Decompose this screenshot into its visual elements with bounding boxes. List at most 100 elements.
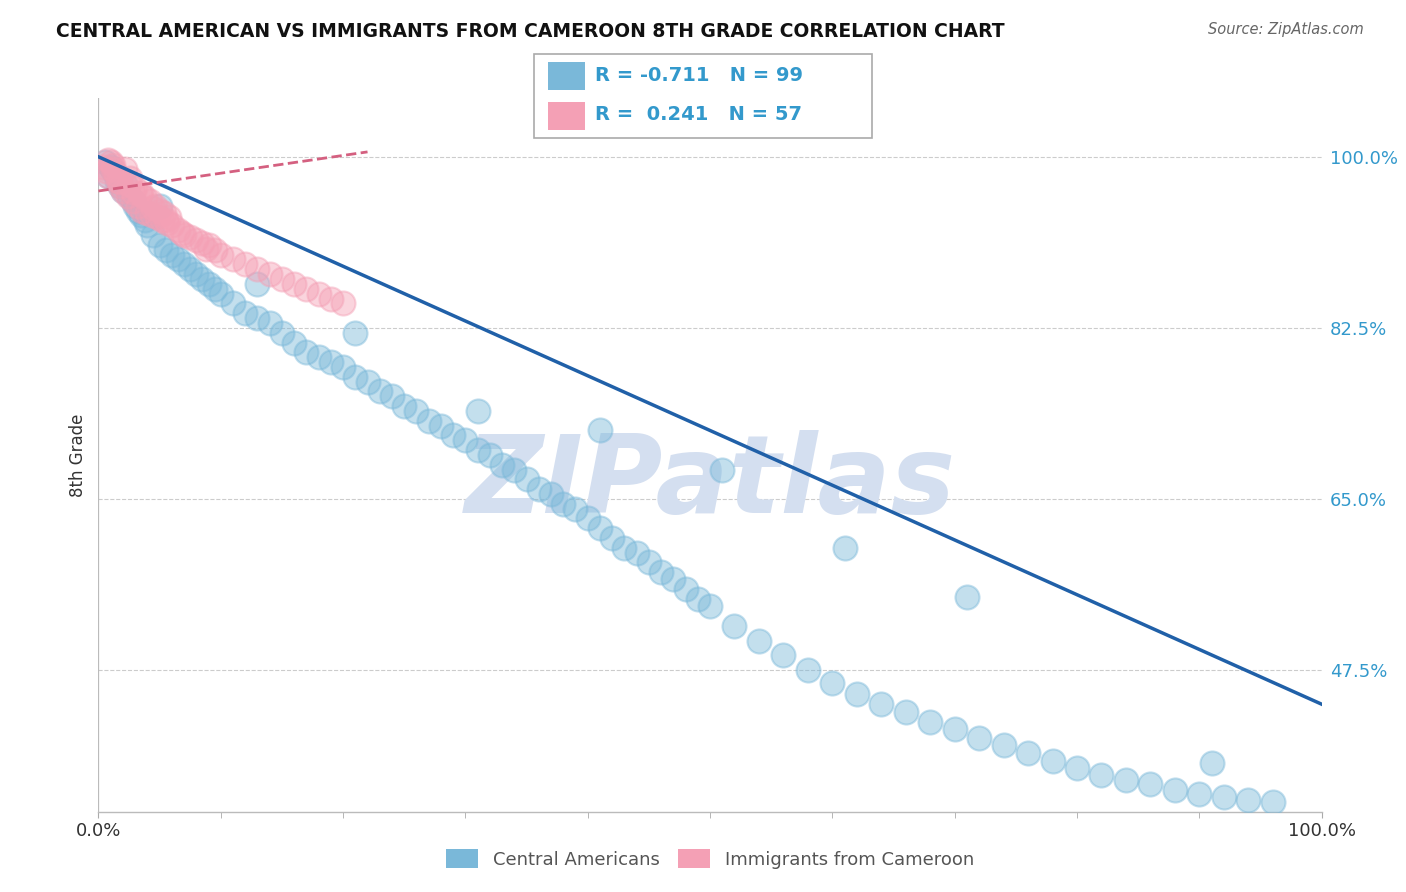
Point (418, 414, 440, 428)
Point (270, 326, 294, 340)
Point (295, 282, 318, 296)
Point (167, 223, 190, 237)
Point (118, 177, 141, 191)
Point (118, 189, 141, 203)
Point (662, 572, 685, 586)
Point (527, 482, 550, 496)
Point (91, 160, 114, 174)
Point (173, 257, 195, 271)
Point (150, 213, 173, 227)
Point (699, 599, 721, 614)
Point (993, 738, 1015, 752)
Point (441, 428, 464, 442)
Point (491, 458, 513, 472)
Point (650, 566, 672, 580)
Point (136, 206, 159, 220)
Point (127, 203, 149, 218)
Point (191, 235, 214, 250)
Bar (548, 102, 585, 130)
Point (381, 389, 404, 403)
Point (295, 345, 318, 359)
Point (155, 213, 177, 227)
Point (233, 306, 256, 320)
Point (204, 243, 226, 257)
Point (160, 247, 183, 261)
Point (131, 203, 153, 218)
Point (600, 531, 623, 545)
Point (368, 384, 391, 399)
Point (686, 591, 709, 606)
Point (1212, 790, 1234, 805)
Point (430, 418, 453, 433)
Point (1201, 756, 1223, 770)
Point (332, 296, 354, 310)
Point (141, 209, 163, 223)
Point (97, 169, 120, 184)
Point (170, 226, 193, 240)
Point (114, 177, 136, 191)
Point (1237, 793, 1260, 807)
Point (94, 164, 117, 178)
Point (129, 186, 152, 200)
Point (870, 697, 893, 711)
Point (204, 282, 226, 296)
Point (134, 191, 156, 205)
Point (142, 201, 165, 215)
Point (589, 424, 612, 438)
Point (454, 434, 477, 448)
Point (319, 355, 342, 369)
Point (191, 272, 214, 286)
Point (124, 199, 146, 213)
Point (392, 399, 416, 413)
Point (405, 404, 427, 418)
Point (209, 247, 232, 261)
Point (270, 272, 294, 286)
Point (101, 158, 124, 172)
Point (97, 169, 120, 184)
Point (845, 687, 868, 701)
Point (110, 179, 132, 194)
Point (626, 546, 648, 560)
Point (105, 174, 128, 188)
Point (467, 404, 489, 418)
Point (246, 311, 269, 326)
Point (156, 216, 179, 230)
Point (308, 286, 330, 301)
Point (136, 218, 159, 232)
Point (149, 203, 172, 218)
Point (117, 189, 139, 203)
Point (553, 497, 575, 511)
Text: R = -0.711   N = 99: R = -0.711 N = 99 (595, 66, 803, 85)
Point (1017, 746, 1039, 760)
Point (344, 369, 367, 384)
Point (111, 184, 134, 198)
Point (222, 252, 245, 267)
Point (259, 267, 281, 281)
Point (308, 350, 330, 364)
Point (100, 160, 122, 174)
Text: ZIPatlas: ZIPatlas (464, 431, 956, 536)
Point (821, 675, 844, 690)
Point (797, 663, 820, 677)
Point (332, 359, 354, 374)
Point (283, 335, 305, 350)
Point (110, 179, 132, 194)
Point (110, 175, 132, 189)
FancyBboxPatch shape (534, 54, 872, 138)
Point (1115, 773, 1137, 788)
Point (179, 230, 201, 244)
Point (967, 731, 990, 746)
Text: CENTRAL AMERICAN VS IMMIGRANTS FROM CAMEROON 8TH GRADE CORRELATION CHART: CENTRAL AMERICAN VS IMMIGRANTS FROM CAME… (56, 22, 1005, 41)
Point (259, 316, 281, 330)
Point (197, 237, 219, 252)
Point (97, 153, 120, 167)
Text: Source: ZipAtlas.com: Source: ZipAtlas.com (1208, 22, 1364, 37)
Point (153, 206, 176, 220)
Point (894, 705, 917, 719)
Point (139, 194, 162, 208)
Point (589, 521, 612, 535)
Point (127, 199, 149, 213)
Point (246, 262, 269, 277)
Point (772, 648, 794, 663)
Point (120, 171, 142, 186)
